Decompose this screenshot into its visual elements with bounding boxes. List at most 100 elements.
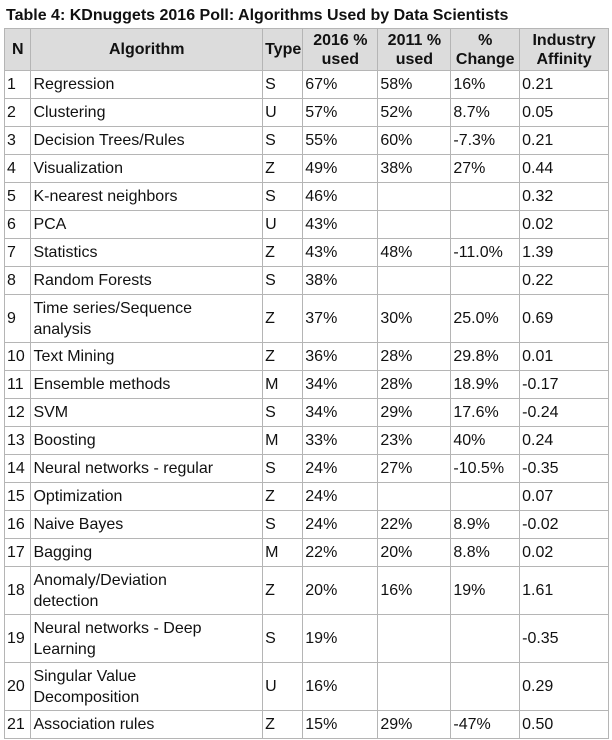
table-row: 15 Optimization Z 24% 0.07 — [3, 482, 609, 511]
cell-2016-used: 37% — [302, 294, 379, 343]
header-2016-used-line2: used — [321, 50, 359, 68]
cell-change: 40% — [450, 426, 521, 455]
cell-algorithm-line: Neural networks - regular — [33, 460, 214, 477]
header-algorithm: Algorithm — [30, 28, 264, 71]
cell-n: 18 — [3, 566, 32, 615]
cell-algorithm-line: SVM — [33, 404, 69, 421]
cell-type: U — [262, 210, 304, 239]
cell-2011-used: 58% — [377, 70, 452, 99]
cell-2016-used: 24% — [302, 482, 379, 511]
cell-type: S — [262, 454, 304, 483]
table-row: 2 Clustering U 57% 52% 8.7% 0.05 — [3, 98, 609, 127]
cell-2011-used — [377, 482, 452, 511]
cell-algorithm-line: Clustering — [33, 104, 106, 121]
cell-change: 19% — [450, 566, 521, 615]
cell-n: 12 — [3, 398, 32, 427]
cell-change: -11.0% — [450, 238, 521, 267]
cell-type: M — [262, 426, 304, 455]
table-row: 1 Regression S 67% 58% 16% 0.21 — [3, 70, 609, 99]
header-2011-used: 2011 % used — [377, 28, 452, 71]
cell-change: -47% — [450, 710, 521, 739]
cell-2016-used: 49% — [302, 154, 379, 183]
cell-change: 8.8% — [450, 538, 521, 567]
cell-algorithm: Decision Trees/Rules — [30, 126, 264, 155]
header-2016-used: 2016 % used — [302, 28, 379, 71]
cell-2011-used — [377, 614, 452, 663]
cell-type: U — [262, 662, 304, 711]
cell-algorithm: K-nearest neighbors — [30, 182, 264, 211]
cell-change: 17.6% — [450, 398, 521, 427]
table-row: 21 Association rules Z 15% 29% -47% 0.50 — [3, 710, 609, 739]
cell-type: Z — [262, 342, 304, 371]
cell-n: 9 — [3, 294, 32, 343]
cell-type: Z — [262, 154, 304, 183]
header-affinity-line2: Affinity — [536, 50, 592, 68]
cell-algorithm-line: Association rules — [33, 716, 155, 733]
cell-n: 17 — [3, 538, 32, 567]
cell-n: 8 — [3, 266, 32, 295]
cell-n: 15 — [3, 482, 32, 511]
cell-algorithm-line: PCA — [33, 216, 67, 233]
cell-affinity: 0.07 — [519, 482, 609, 511]
cell-change — [450, 266, 521, 295]
table-row: 19 Neural networks - Deep Learning S 19% -0.3… — [3, 614, 609, 663]
cell-change — [450, 614, 521, 663]
cell-algorithm: Clustering — [30, 98, 264, 127]
cell-n: 6 — [3, 210, 32, 239]
cell-algorithm: Optimization — [30, 482, 264, 511]
cell-change: 29.8% — [450, 342, 521, 371]
cell-2011-used: 20% — [377, 538, 452, 567]
cell-algorithm: Bagging — [30, 538, 264, 567]
cell-n: 10 — [3, 342, 32, 371]
header-row: N Algorithm Type 2016 % used 2011 % used… — [3, 28, 609, 71]
cell-2011-used — [377, 182, 452, 211]
cell-2011-used: 52% — [377, 98, 452, 127]
cell-2016-used: 67% — [302, 70, 379, 99]
cell-type: S — [262, 182, 304, 211]
cell-2016-used: 20% — [302, 566, 379, 615]
cell-affinity: -0.35 — [519, 454, 609, 483]
cell-type: M — [262, 538, 304, 567]
algorithms-table: N Algorithm Type 2016 % used 2011 % used… — [3, 28, 609, 739]
cell-algorithm-line: Statistics — [33, 244, 98, 261]
cell-n: 13 — [3, 426, 32, 455]
cell-type: S — [262, 510, 304, 539]
cell-algorithm-line: Naive Bayes — [33, 516, 124, 533]
cell-algorithm-line: Regression — [33, 76, 115, 93]
cell-2016-used: 16% — [302, 662, 379, 711]
cell-n: 3 — [3, 126, 32, 155]
cell-affinity: 1.39 — [519, 238, 609, 267]
table-row: 10 Text Mining Z 36% 28% 29.8% 0.01 — [3, 342, 609, 371]
table-title: Table 4: KDnuggets 2016 Poll: Algorithms… — [6, 7, 509, 24]
header-type: Type — [262, 28, 304, 71]
cell-change: 16% — [450, 70, 521, 99]
cell-2016-used: 24% — [302, 454, 379, 483]
cell-affinity: 0.44 — [519, 154, 609, 183]
cell-algorithm: Singular Value Decomposition — [30, 662, 264, 711]
cell-change: 18.9% — [450, 370, 521, 399]
cell-2016-used: 22% — [302, 538, 379, 567]
header-2016-used-line1: 2016 % — [313, 31, 368, 49]
table-row: 9 Time series/Sequence analysis Z 37% 30% 25.0… — [3, 294, 609, 343]
cell-algorithm: Random Forests — [30, 266, 264, 295]
cell-2011-used: 29% — [377, 710, 452, 739]
cell-affinity: 0.50 — [519, 710, 609, 739]
table-row: 20 Singular Value Decomposition U 16% 0.29 — [3, 662, 609, 711]
cell-algorithm: Boosting — [30, 426, 264, 455]
table-row: 6 PCA U 43% 0.02 — [3, 210, 609, 239]
cell-affinity: 0.02 — [519, 538, 609, 567]
cell-n: 1 — [3, 70, 32, 99]
header-change-line2: Change — [455, 50, 515, 68]
cell-change — [450, 182, 521, 211]
cell-algorithm-line: Random Forests — [33, 272, 152, 289]
cell-2011-used: 28% — [377, 342, 452, 371]
cell-algorithm: Text Mining — [30, 342, 264, 371]
cell-algorithm: Neural networks - regular — [30, 454, 264, 483]
cell-n: 21 — [3, 710, 32, 739]
table-row: 4 Visualization Z 49% 38% 27% 0.44 — [3, 154, 609, 183]
cell-2011-used: 16% — [377, 566, 452, 615]
cell-type: M — [262, 370, 304, 399]
cell-algorithm-line: Decision Trees/Rules — [33, 132, 185, 149]
cell-2016-used: 43% — [302, 210, 379, 239]
cell-type: Z — [262, 482, 304, 511]
